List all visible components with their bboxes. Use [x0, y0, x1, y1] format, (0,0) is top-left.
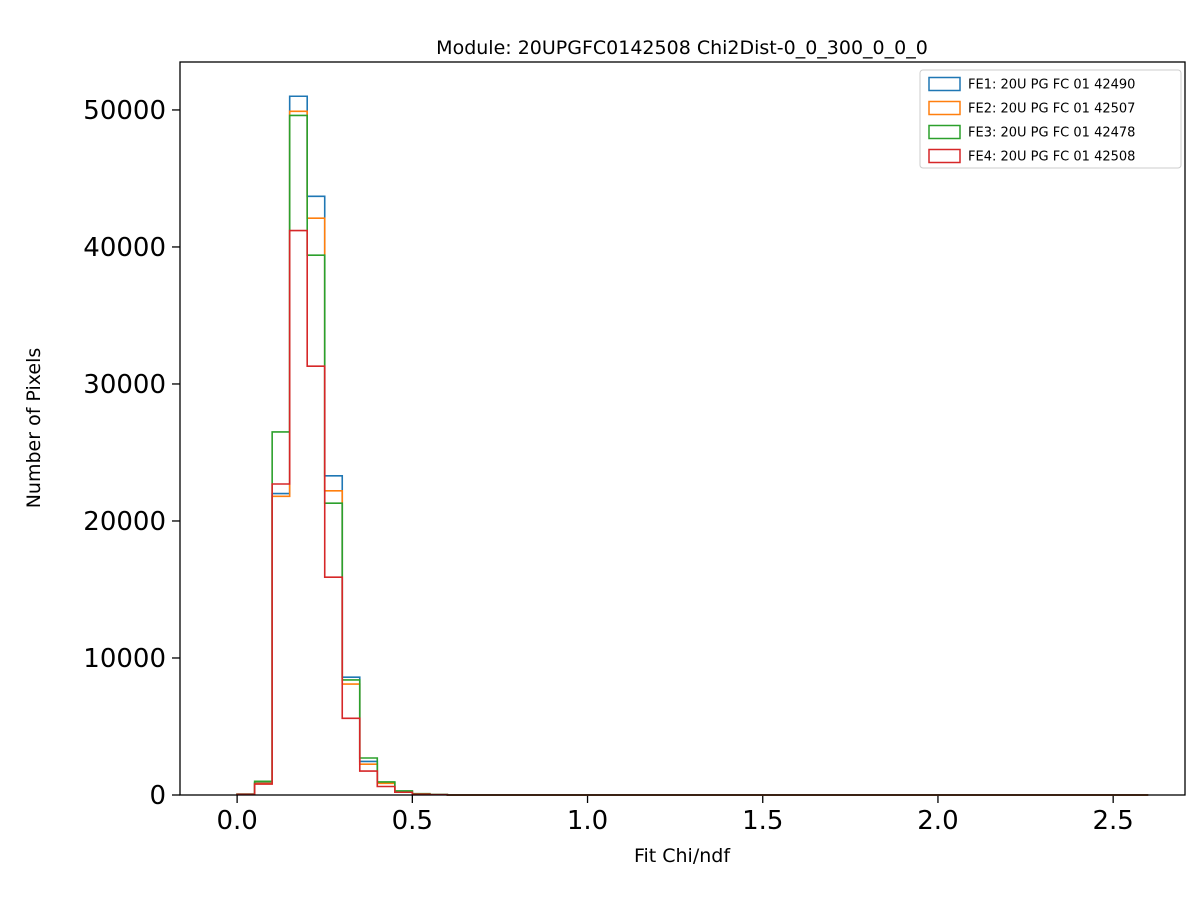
- x-tick-label: 0.5: [392, 806, 433, 836]
- legend-box: [919, 69, 1182, 169]
- y-tick-label: 50000: [83, 96, 166, 126]
- histogram-step-series-4: [236, 229, 1149, 796]
- legend-label-2: FE2: 20U PG FC 01 42507: [968, 102, 1135, 117]
- legend-swatch-2: [928, 100, 961, 116]
- y-tick-label: 30000: [83, 370, 166, 400]
- legend-label-4: FE4: 20U PG FC 01 42508: [968, 150, 1135, 165]
- legend-swatch-4: [928, 148, 961, 164]
- y-axis-label: Number of Pixels: [23, 348, 45, 509]
- histogram-step-series-1: [236, 95, 1149, 796]
- legend-swatch-1: [928, 76, 961, 92]
- x-tick-label: 1.0: [567, 806, 608, 836]
- x-axis-label: Fit Chi/ndf: [634, 845, 731, 867]
- axes-border: [179, 61, 1186, 796]
- y-tick-label: 0: [149, 781, 166, 811]
- histogram-step-series-3: [236, 114, 1149, 796]
- x-tick-label: 2.0: [917, 806, 958, 836]
- plot-area: 0.0 0.5 1.0 1.5 2.0 2.5 0 10000 20000 30000 40000 5…: [83, 61, 1186, 836]
- x-tick-label: 1.5: [742, 806, 783, 836]
- legend-swatch-3: [928, 124, 961, 140]
- y-tick-label: 10000: [83, 644, 166, 674]
- y-tick-label: 40000: [83, 233, 166, 263]
- x-tick-label: 2.5: [1092, 806, 1133, 836]
- legend-label-3: FE3: 20U PG FC 01 42478: [968, 126, 1135, 141]
- histogram-step-series-2: [236, 110, 1149, 796]
- chart-title: Module: 20UPGFC0142508 Chi2Dist-0_0_300_…: [436, 37, 928, 59]
- y-tick-label: 20000: [83, 507, 166, 537]
- legend-label-1: FE1: 20U PG FC 01 42490: [968, 78, 1135, 93]
- x-tick-label: 0.0: [216, 806, 257, 836]
